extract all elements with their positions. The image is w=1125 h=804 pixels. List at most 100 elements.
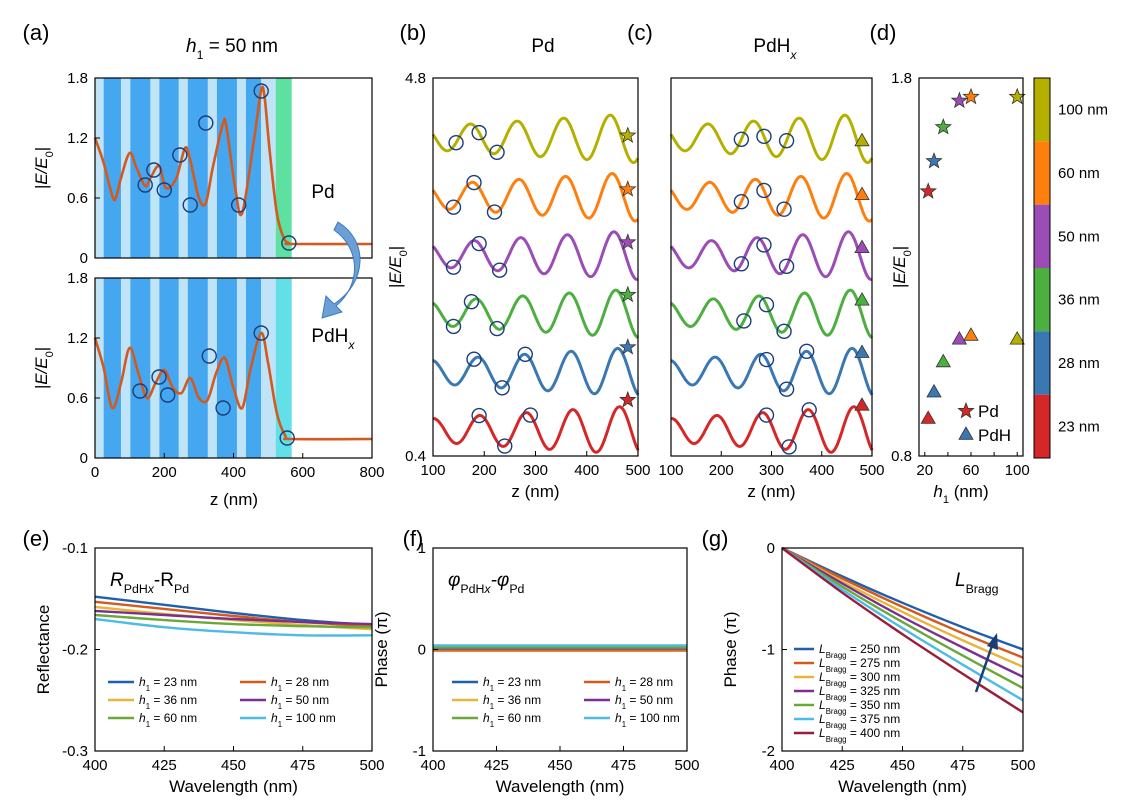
panel-e-legend-label-part: 1 <box>146 702 150 711</box>
panel-e-legend-label-part: h <box>271 693 278 707</box>
peak-marker <box>215 400 231 416</box>
colorbar-label: 36 nm <box>1058 292 1100 309</box>
peak-marker <box>756 182 772 199</box>
panel-e-legend-label-part: h <box>139 675 146 689</box>
panel-d-xlabel: h1 (nm) <box>933 482 988 506</box>
peak-marker <box>448 135 464 151</box>
peak-marker <box>230 197 247 213</box>
end-star-marker <box>619 285 637 303</box>
layer-band <box>159 78 179 258</box>
panel-f-annotation: φPdHx-φPd <box>448 570 525 596</box>
panel-f-legend-label-part: = 50 nm <box>626 693 673 707</box>
panel-g-legend-label-part: Bragg <box>826 651 847 660</box>
colorbar-label: 60 nm <box>1058 165 1100 182</box>
trend-arrow-head-icon <box>987 633 998 650</box>
panel-a-bottom-ylabel-part: | <box>32 347 51 351</box>
panel-a-xlabel: z (nm) <box>210 490 258 509</box>
panel-c-series-line <box>670 405 874 454</box>
panel-e-legend-label-part: 1 <box>146 684 150 693</box>
panel-e-xlabel: Wavelength (nm) <box>169 777 298 796</box>
peak-marker <box>758 351 775 368</box>
panel-f-legend-label: h1 = 36 nm <box>483 693 541 711</box>
colorbar-segment <box>1034 394 1050 458</box>
panel-c-title: PdHx <box>753 36 797 62</box>
panel-b-y-tick-label: 4.8 <box>405 70 426 87</box>
panel-b-series-line <box>432 405 640 454</box>
panel-g-legend-label-part: Bragg <box>826 721 847 730</box>
layer-band <box>120 278 131 458</box>
panel-label: (c) <box>627 20 653 45</box>
peak-marker <box>758 407 775 423</box>
panel-a-top-field-line <box>93 85 373 246</box>
panel-d-xlabel-part: 1 <box>943 494 949 506</box>
peak-marker <box>733 131 750 147</box>
panel-e-legend-label-part: h <box>139 711 146 725</box>
layer-band <box>261 78 276 258</box>
panel-a-bottom-ylabel: |E/E0| <box>32 347 56 389</box>
panel-c-frame <box>670 77 873 457</box>
peak-marker <box>798 343 815 360</box>
panel-g-legend-label-part: L <box>819 712 826 726</box>
panel-a-title-part: = 50 nm <box>203 36 277 57</box>
legend-pdh-label: PdH <box>978 426 1011 445</box>
panel-a-bottom-y-tick-label: 0 <box>80 450 88 467</box>
panel-f-legend-label: h1 = 23 nm <box>483 675 541 693</box>
layer-band <box>236 78 246 258</box>
pd-star-marker <box>925 152 943 169</box>
panel-g-legend-label-part: L <box>819 656 826 670</box>
panel-g-legend-label-part: = 275 nm <box>847 656 901 670</box>
panel-b-ylabel-part: |E/E <box>386 256 405 288</box>
end-triangle-marker <box>854 239 870 254</box>
panel-f-legend-label-part: h <box>615 693 622 707</box>
panel-f-y-tick-label: 1 <box>418 540 426 557</box>
layer-band <box>216 278 237 458</box>
panel-a-bottom-x-tick-label: 800 <box>359 464 384 481</box>
panel-e-legend-label-part: 1 <box>146 720 150 729</box>
peak-marker <box>776 323 792 340</box>
pd-star-marker <box>919 182 938 199</box>
panel-e-series-line <box>94 613 373 629</box>
panel-e-legend-label: h1 = 23 nm <box>139 675 197 693</box>
panel-c-series-line <box>670 346 874 396</box>
panel-g-legend-label: LBragg = 400 nm <box>819 726 900 744</box>
peak-marker <box>445 199 462 215</box>
peak-marker <box>778 381 795 397</box>
panel-g-series-line <box>781 546 1024 651</box>
panel-a-bottom-ylabel-part: 0 <box>44 351 56 357</box>
trend-arrow-line <box>974 639 996 693</box>
panel-c-series-line <box>669 113 874 165</box>
peak-marker <box>758 297 775 313</box>
panel-e-legend-label: h1 = 36 nm <box>139 693 197 711</box>
annotation-pdhx-part: PdH <box>311 326 348 347</box>
panel-g-series-line <box>781 546 1024 690</box>
peak-marker <box>182 197 198 213</box>
panel-f-annotation-part: φ <box>448 570 460 591</box>
panel-b-title: Pd <box>531 36 554 57</box>
colorbar-label: 28 nm <box>1058 355 1100 372</box>
annotation-pd: Pd <box>311 182 334 203</box>
panel-f-y-tick-label: 0 <box>418 642 426 659</box>
panel-b-ylabel: |E/E0| <box>386 246 410 288</box>
peak-marker <box>776 201 792 217</box>
panel-g-legend-label-part: Bragg <box>826 665 847 674</box>
end-triangle-marker <box>854 344 870 358</box>
peak-marker <box>146 162 162 178</box>
panel-g-legend-label-part: L <box>819 642 826 656</box>
panel-b-y-tick-label: 0.4 <box>405 448 426 465</box>
peak-marker <box>491 262 508 278</box>
peak-marker <box>494 380 510 396</box>
panel-f-y-tick-label: -1 <box>413 743 426 760</box>
pdh-triangle-marker <box>951 330 968 345</box>
panel-g-legend-label: LBragg = 250 nm <box>819 642 900 660</box>
layer-band <box>207 278 217 458</box>
panel-a-top-ylabel-part: 0 <box>44 151 56 157</box>
peak-marker <box>156 182 172 198</box>
panel-a-title: h1 = 50 nm <box>186 36 278 62</box>
peak-marker <box>445 259 462 275</box>
pdh-triangle-marker <box>926 383 942 398</box>
panel-e-legend-label-part: = 50 nm <box>282 693 329 707</box>
panel-g-y-tick-label: 0 <box>767 540 775 557</box>
panel-e-x-tick-label: 425 <box>152 757 177 774</box>
layer-band <box>187 278 208 458</box>
